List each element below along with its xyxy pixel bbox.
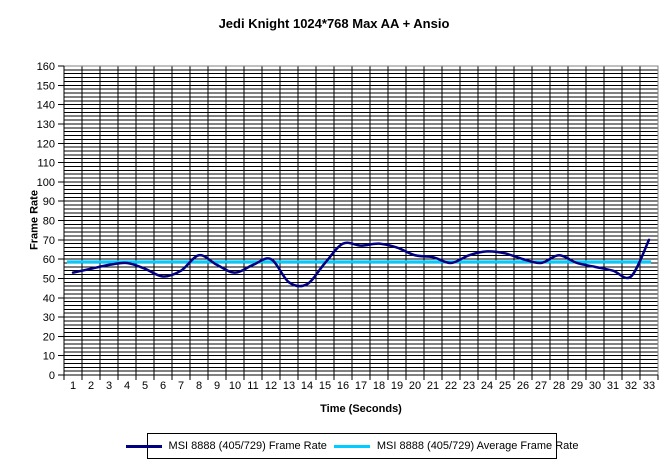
svg-text:5: 5 [142, 380, 148, 392]
average-frame-rate-legend-line-icon [333, 444, 370, 448]
svg-text:14: 14 [301, 380, 313, 392]
svg-text:9: 9 [214, 380, 220, 392]
svg-text:15: 15 [319, 380, 331, 392]
svg-text:20: 20 [409, 380, 421, 392]
svg-text:30: 30 [43, 312, 55, 324]
svg-text:100: 100 [37, 177, 55, 189]
svg-text:31: 31 [607, 380, 619, 392]
svg-text:26: 26 [517, 380, 529, 392]
x-tick-labels: 1 2 3 4 5 6 7 8 9 10 11 12 13 14 15 16 17 18 19 20 21 22 23 24 2… [70, 380, 655, 392]
frame-rate-legend-label: MSI 8888 (405/729) Frame Rate [168, 440, 327, 452]
svg-text:6: 6 [160, 380, 166, 392]
svg-text:25: 25 [499, 380, 511, 392]
svg-text:10: 10 [43, 351, 55, 363]
svg-text:7: 7 [178, 380, 184, 392]
svg-text:3: 3 [106, 380, 112, 392]
svg-text:2: 2 [88, 380, 94, 392]
svg-text:19: 19 [391, 380, 403, 392]
svg-text:28: 28 [553, 380, 565, 392]
frame-rate-line [71, 238, 651, 288]
svg-text:30: 30 [589, 380, 601, 392]
svg-text:120: 120 [37, 138, 55, 150]
svg-text:22: 22 [445, 380, 457, 392]
y-gridlines [64, 65, 658, 376]
svg-text:8: 8 [196, 380, 202, 392]
svg-text:130: 130 [37, 119, 55, 131]
svg-text:23: 23 [463, 380, 475, 392]
svg-text:11: 11 [247, 380, 258, 392]
svg-text:160: 160 [37, 61, 55, 73]
svg-text:1: 1 [70, 380, 76, 392]
svg-text:150: 150 [37, 80, 55, 92]
svg-text:33: 33 [643, 380, 655, 392]
frame-rate-legend-line-icon [125, 444, 162, 448]
svg-text:140: 140 [37, 100, 55, 112]
svg-text:16: 16 [337, 380, 349, 392]
legend: MSI 8888 (405/729) Frame Rate MSI 8888 (… [125, 433, 578, 459]
axis-ticks [58, 65, 659, 380]
y-tick-labels: 0 10 20 30 40 50 60 70 80 90 100 110 120 130 140 150 160 [37, 61, 55, 382]
svg-text:4: 4 [124, 380, 130, 392]
svg-text:24: 24 [481, 380, 493, 392]
svg-text:29: 29 [571, 380, 583, 392]
svg-text:21: 21 [427, 380, 439, 392]
svg-text:18: 18 [373, 380, 385, 392]
svg-text:17: 17 [355, 380, 367, 392]
x-axis-title: Time (Seconds) [320, 403, 402, 415]
svg-text:27: 27 [535, 380, 547, 392]
average-frame-rate-legend-label: MSI 8888 (405/729) Average Frame Rate [376, 440, 579, 452]
chart-title: Jedi Knight 1024*768 Max AA + Ansio [218, 16, 450, 31]
svg-text:20: 20 [43, 331, 55, 343]
svg-text:13: 13 [283, 380, 295, 392]
svg-text:50: 50 [43, 273, 55, 285]
svg-text:70: 70 [43, 235, 55, 247]
svg-text:90: 90 [43, 196, 55, 208]
svg-text:80: 80 [43, 216, 55, 228]
svg-text:110: 110 [37, 158, 55, 170]
svg-text:60: 60 [43, 254, 55, 266]
svg-text:0: 0 [49, 370, 55, 382]
svg-text:32: 32 [625, 380, 637, 392]
svg-text:10: 10 [229, 380, 241, 392]
svg-text:12: 12 [265, 380, 277, 392]
svg-text:40: 40 [43, 293, 55, 305]
